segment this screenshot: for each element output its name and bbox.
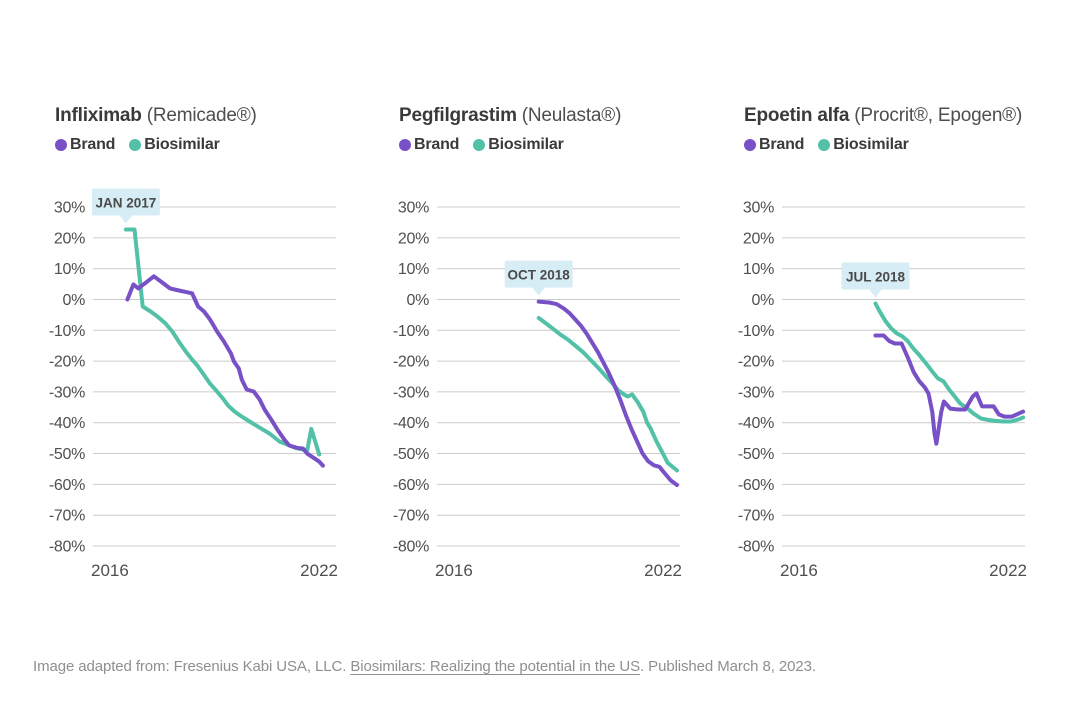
y-axis-tick-label: -30% (49, 384, 85, 401)
y-axis-tick-label: 0% (62, 292, 85, 309)
brand-legend-dot-icon (399, 139, 411, 151)
x-axis-tick-label: 2022 (644, 561, 682, 580)
y-axis-tick-label: 20% (54, 230, 85, 247)
y-axis-tick-label: -70% (393, 508, 429, 525)
y-axis-tick-label: 20% (398, 230, 429, 247)
y-axis-tick-label: -30% (738, 384, 774, 401)
chart-pegfilgrastim: Pegfilgrastim (Neulasta®) Brand Biosimila… (393, 104, 699, 604)
y-axis-tick-label: 30% (398, 200, 429, 217)
brand-line (873, 333, 1026, 446)
y-axis-tick-label: -60% (738, 477, 774, 494)
line-chart-infliximab: 30% 20% 10% 0% -10% -20% -30% -40% -50% -60% -70% -… (49, 188, 338, 580)
annotation-pointer-icon (118, 214, 133, 224)
y-axis-tick-label: 20% (743, 230, 774, 247)
y-axis-tick-label: 10% (743, 261, 774, 278)
y-axis-tick-label: 10% (54, 261, 85, 278)
y-axis-tick-label: -80% (738, 539, 774, 556)
y-axis-tick-label: -40% (49, 415, 85, 432)
brand-line (125, 274, 325, 468)
chart-title-pegfilgrastim: Pegfilgrastim (Neulasta®) (399, 104, 699, 128)
annotation-box (91, 188, 160, 216)
chart-title-infliximab: Infliximab (Remicade®) (55, 104, 355, 128)
drug-name: Infliximab (55, 105, 142, 126)
y-axis-tick-label: 0% (406, 292, 429, 309)
y-axis-tick-label: -40% (738, 415, 774, 432)
biosimilar-legend-dot-icon (818, 139, 831, 151)
biosimilar-legend-label: Biosimilar (833, 136, 909, 153)
y-axis-tick-label: -50% (738, 446, 774, 463)
brand-legend-dot-icon (55, 139, 67, 151)
y-axis-tick-label: 30% (54, 200, 85, 217)
y-axis-tick-label: -10% (49, 323, 85, 340)
chart-epoetin-alfa: Epoetin alfa (Procrit®, Epogen®) Brand Bi… (738, 104, 1044, 604)
brand-name-paren: (Remicade®) (146, 105, 257, 126)
chart-infliximab: Infliximab (Remicade®) Brand Biosimilar 3… (49, 104, 355, 604)
x-axis-tick-label: 2022 (989, 561, 1027, 580)
y-axis-tick-label: -50% (393, 446, 429, 463)
chart-title-epoetin-alfa: Epoetin alfa (Procrit®, Epogen®) (744, 104, 1044, 128)
legend-item-brand: Brand (55, 136, 115, 154)
y-axis-tick-label: -70% (738, 508, 774, 525)
y-axis-tick-label: -40% (393, 415, 429, 432)
y-axis-tick-label: -30% (393, 384, 429, 401)
biosimilar-line (873, 301, 1026, 424)
x-axis-tick-label: 2016 (780, 561, 818, 580)
y-axis-tick-label: -20% (393, 354, 429, 371)
annotation-label: JUL 2018 (846, 269, 906, 284)
source-prefix: Image adapted from: Fresenius Kabi USA, … (33, 658, 351, 675)
brand-legend-label: Brand (70, 136, 116, 153)
biosimilar-legend-dot-icon (129, 139, 142, 151)
brand-legend-label: Brand (759, 136, 805, 153)
y-axis-tick-label: -20% (49, 354, 85, 371)
y-axis-tick-label: -70% (49, 508, 85, 525)
source-suffix: . Published March 8, 2023. (640, 658, 816, 675)
source-attribution: Image adapted from: Fresenius Kabi USA, … (33, 658, 816, 675)
legend-item-biosimilar: Biosimilar (129, 136, 220, 154)
y-axis-tick-label: -10% (738, 323, 774, 340)
y-axis-tick-label: -60% (393, 477, 429, 494)
annotation-pointer-icon (531, 286, 546, 296)
y-axis-tick-label: -50% (49, 446, 85, 463)
legend-item-biosimilar: Biosimilar (473, 136, 564, 154)
y-axis-tick-label: -80% (49, 539, 85, 556)
biosimilar-legend-dot-icon (473, 139, 486, 151)
y-axis-tick-label: -10% (393, 323, 429, 340)
biosimilar-line (536, 316, 679, 473)
source-link[interactable]: Biosimilars: Realizing the potential in … (350, 658, 641, 675)
brand-line (536, 299, 679, 487)
y-axis-tick-label: -80% (393, 539, 429, 556)
annotation-box (504, 260, 573, 288)
x-axis-tick-label: 2016 (435, 561, 473, 580)
legend: Brand Biosimilar (399, 136, 699, 154)
biosimilar-legend-label: Biosimilar (144, 136, 220, 153)
y-axis-tick-label: 30% (743, 200, 774, 217)
biosimilar-legend-label: Biosimilar (488, 136, 564, 153)
y-axis-tick-label: -60% (49, 477, 85, 494)
x-axis-tick-label: 2016 (91, 561, 129, 580)
annotation-pointer-icon (868, 288, 883, 298)
y-axis-tick-label: 10% (398, 261, 429, 278)
annotation-box (841, 262, 910, 290)
legend-item-brand: Brand (744, 136, 804, 154)
annotation-label: JAN 2017 (96, 195, 157, 210)
drug-name: Pegfilgrastim (399, 105, 517, 126)
legend-item-brand: Brand (399, 136, 459, 154)
legend: Brand Biosimilar (55, 136, 355, 154)
line-chart-pegfilgrastim: 30% 20% 10% 0% -10% -20% -30% -40% -50% -60% -70% -… (393, 200, 682, 581)
brand-legend-dot-icon (744, 139, 756, 151)
line-chart-epoetin-alfa: 30% 20% 10% 0% -10% -20% -30% -40% -50% -60% -70% -… (738, 200, 1027, 581)
y-axis-tick-label: -20% (738, 354, 774, 371)
brand-name-paren: (Procrit®, Epogen®) (854, 105, 1023, 126)
annotation-label: OCT 2018 (508, 268, 571, 283)
brand-name-paren: (Neulasta®) (521, 105, 622, 126)
y-axis-tick-label: 0% (751, 292, 774, 309)
legend-item-biosimilar: Biosimilar (818, 136, 909, 154)
x-axis-tick-label: 2022 (300, 561, 338, 580)
brand-legend-label: Brand (414, 136, 460, 153)
drug-name: Epoetin alfa (744, 105, 850, 126)
legend: Brand Biosimilar (744, 136, 1044, 154)
